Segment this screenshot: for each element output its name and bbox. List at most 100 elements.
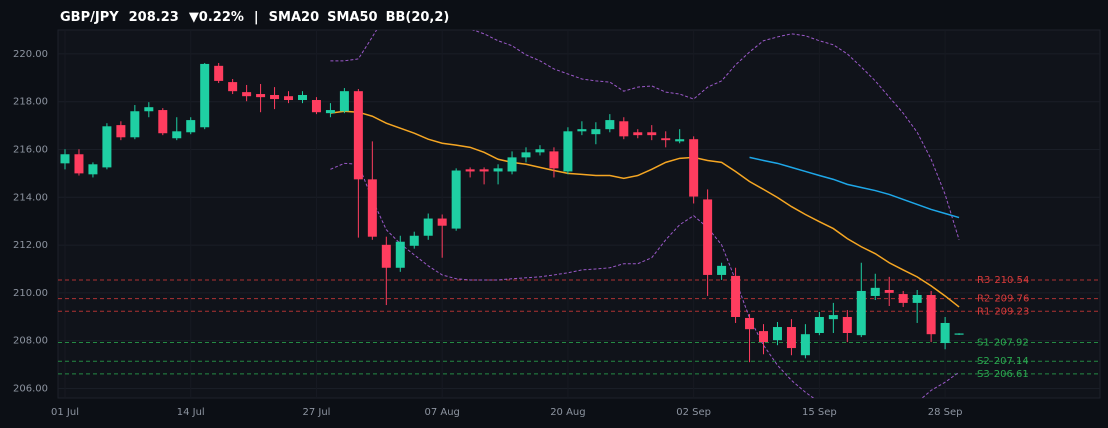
candle-body [144,107,154,112]
candle-body [759,331,768,343]
candle-body [605,120,615,130]
candle-body [912,295,922,303]
level-name: S2 [977,356,990,367]
candle-body [158,110,168,134]
candle-body [870,287,880,296]
y-tick-label: 218.00 [13,97,48,108]
level-label: R1 209.23 [977,306,1029,317]
level-label: S3 206.61 [977,369,1029,380]
candle-body [172,131,182,139]
x-tick-label: 01 Jul [51,407,79,418]
y-tick-label: 212.00 [13,240,48,251]
level-label: R2 209.76 [977,294,1029,305]
level-name: R3 [977,275,990,286]
x-tick-label: 02 Sep [676,407,711,418]
candle-body [619,121,629,137]
level-name: R2 [977,294,990,305]
candle-body [772,327,782,341]
indicator-name: BB(20,2) [386,10,450,25]
y-tick-label: 210.00 [13,288,48,299]
x-tick-label: 14 Jul [177,407,205,418]
candle-body [814,316,824,334]
candle-body [228,82,238,92]
candle-body [200,63,210,128]
y-tick-label: 206.00 [13,383,48,394]
level-label: S1 207.92 [977,338,1029,349]
candle-body [535,149,545,153]
candles [60,62,964,363]
candle-body [521,152,531,158]
candle-body [409,235,419,246]
candle-body [647,132,657,136]
candle-body [703,199,713,275]
candle-body [633,132,643,136]
candle-body [884,289,894,293]
candle-body [856,290,866,336]
candle-body [297,94,307,101]
plot-area [57,29,1101,399]
candle-body [74,154,84,174]
level-name: R1 [977,306,990,317]
y-tick-label: 208.00 [13,336,48,347]
candle-body [395,241,405,268]
candle-body [940,322,950,344]
x-tick-label: 28 Sep [928,407,963,418]
level-name: S3 [977,369,990,380]
candle-body [451,170,461,229]
overlays [330,30,960,398]
candle-body [214,65,224,81]
candle-body [423,218,433,236]
candle-body [381,244,391,268]
x-tick-label: 20 Aug [550,407,585,418]
candle-body [675,139,685,142]
candle-body [270,94,280,100]
level-value: 209.23 [994,306,1029,317]
candle-body [88,164,98,175]
candle-body [256,94,266,98]
x-tick-label: 15 Sep [802,407,837,418]
candle-body [367,179,377,237]
level-label: R3 210.54 [977,275,1029,286]
moving-average [330,110,960,308]
candle-body [353,91,363,180]
last-price: 208.23 [129,10,179,25]
candle-body [926,295,936,335]
candle-body [507,157,517,172]
candle-body [479,169,489,172]
candle-body [493,168,503,172]
candle-body [60,154,70,164]
candle-body [284,96,294,101]
level-value: 207.92 [994,338,1029,349]
indicator-name: SMA50 [327,10,377,25]
candle-body [717,265,727,275]
candle-body [689,139,699,197]
chart-title: GBP/JPY 208.23 ▼0.22% | SMA20 SMA50 BB(20,2) [60,10,449,25]
candle-body [842,316,852,334]
level-value: 207.14 [994,356,1029,367]
level-value: 209.76 [994,294,1029,305]
bb-lower [330,162,960,398]
level-label: S2 207.14 [977,356,1029,367]
bb-upper [330,30,960,240]
candle-body [116,125,126,138]
separator: | [254,10,259,25]
candle-body [786,327,796,349]
change: ▼0.22% [189,10,244,25]
y-tick-label: 220.00 [13,49,48,60]
x-tick-label: 27 Jul [302,407,330,418]
candle-body [800,334,810,356]
candle-body [731,275,741,317]
candle-body [661,138,671,141]
moving-average [749,156,960,219]
candle-body [591,129,601,135]
candle-body [898,294,908,303]
candle-body [563,131,573,172]
candle-body [311,100,321,113]
candle-body [828,315,838,320]
candle-body [186,120,196,133]
candle-body [242,92,252,97]
candle-body [465,169,475,172]
y-tick-label: 216.00 [13,144,48,155]
candle-body [549,151,559,169]
